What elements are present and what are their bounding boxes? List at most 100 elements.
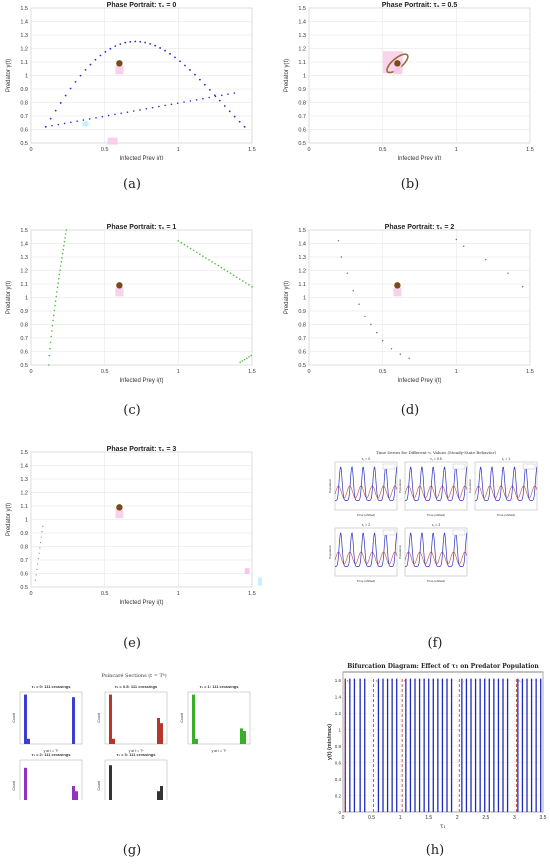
trajectory-point [65,229,68,231]
y-tick-label: 1.3 [20,33,28,39]
histogram-bar [72,697,75,744]
y-tick-label: 0.8 [20,101,28,107]
y-tick-label: 1.2 [20,491,28,497]
series-line-blue [335,465,398,501]
trajectory-point [485,259,487,261]
subplot-title: τ₁ = 0.5: 111 crossings [115,684,158,689]
trajectory-point [203,83,206,86]
x-tick-label: 1.5 [526,369,534,375]
y-tick-label: 0.4 [335,777,342,782]
trajectory [337,238,524,359]
highlight-marker [258,577,262,586]
trajectory-point [35,574,37,576]
x-tick-label: 0 [29,369,32,375]
poincare-subplot: τ₁ = 0.5: 111 crossings Count y at t = Tᵏ [97,684,168,753]
y-tick-label: 1 [338,728,341,733]
trajectory-point [195,251,198,254]
trajectory-point [233,115,236,118]
subplot-xlabel: y at t = Tᵏ [44,749,60,753]
subplot-ylabel: Count [97,781,101,790]
y-tick-label: 0.8 [20,323,28,329]
series-line-blue [405,465,468,501]
trajectory-point [54,304,56,307]
trajectory-point [189,69,191,71]
x-tick-label: 0.5 [101,369,109,375]
trajectory-point [52,314,55,317]
trajectory-point [64,236,66,239]
trajectory-point [194,73,196,76]
subplot-legend [382,463,396,470]
trajectory-point [59,269,61,271]
phase-portrait-d-plot: Phase Portrait: τ₁ = 2 0.5 0.6 0.7 0.8 0.9 1 1.… [284,224,534,384]
trajectory-point [226,270,229,273]
trajectory-point [48,354,51,357]
caption-a: (a) [123,177,141,192]
y-tick-label: 1.4 [298,242,306,248]
trajectory-point [63,244,65,247]
trajectory-point [239,361,242,364]
x-tick-label: 1 [177,591,180,597]
histogram-bar [160,723,163,744]
y-axis-label: Predator y(t) [6,503,12,536]
subplot-ylabel: Population [468,479,472,494]
x-tick-label: 1.5 [248,369,256,375]
y-axis-label: Predator y(t) [6,59,12,92]
x-axis-label: Infected Prey i(t) [119,600,163,606]
y-tick-label: 0.5 [298,141,306,147]
trajectory-point [195,99,198,101]
x-axis-label: Infected Prey i(t) [119,156,163,160]
phase-portrait-e-plot: Phase Portrait: τ₁ = 3 0.5 0.6 0.7 0.8 0.9 1 1.… [6,446,262,606]
trajectory-point [57,282,59,284]
trajectory-point [223,105,226,107]
y-tick-label: 1.3 [20,477,28,483]
x-tick-label: 0 [342,815,345,821]
plot-title: Phase Portrait: τ₁ = 0.5 [382,2,458,9]
trajectory-point [202,255,204,257]
delay-marker-label: τ₁ [461,679,464,683]
phase-portrait-b: Phase Portrait: τ₁ = 0.5 0.5 0.6 0.7 0.8 0.9 1… [278,0,550,200]
time-series-subplot: τ₁ = 2 Population Time (shifted) [328,523,398,583]
x-tick-label: 1 [455,369,458,375]
y-tick-label: 0.8 [335,744,342,749]
trajectory-point [507,272,509,274]
x-tick-label: 0.5 [101,147,109,153]
delay-marker-label: τ₁ [376,679,379,683]
caption-h: (h) [425,843,445,858]
equilibrium-point [394,282,401,289]
y-tick-label: 0.6 [298,128,306,134]
x-tick-label: 1.5 [425,815,432,821]
trajectory [34,525,262,586]
trajectory-point [95,117,97,119]
subplot-ylabel: Population [328,545,332,560]
trajectory-point [134,40,137,43]
y-tick-label: 1 [303,74,306,80]
subplot-area [19,759,83,800]
trajectory-point [208,259,210,261]
y-tick-label: 0.7 [20,336,28,342]
y-tick-label: 0.7 [20,114,28,120]
y-tick-label: 0.9 [20,309,28,315]
trajectory-point [340,256,343,258]
trajectory-point [358,303,360,305]
subplot-xlabel: Time (shifted) [427,513,445,517]
histogram-bar [109,765,112,800]
subplot-ylabel: Count [12,713,16,722]
trajectory-point [245,282,247,284]
x-tick-label: 3.5 [540,815,547,821]
x-tick-label: 0.5 [101,591,109,597]
trajectory-point [189,247,192,250]
trajectory-point [55,295,58,298]
y-tick-label: 0 [338,810,341,815]
trajectory-point [198,78,201,81]
trajectory-point [158,105,160,108]
trajectory-point [214,95,217,98]
time-series-panel: Time Series for Different τ₁ Values (Ste… [325,448,550,658]
trajectory-point [241,280,244,282]
histogram-bar [157,791,160,800]
trajectory-point [370,323,372,326]
trajectory-point [114,45,117,48]
trajectory-point [248,356,250,358]
subplot-legend [522,463,536,470]
histogram-bar [72,786,75,800]
trajectory-point [56,291,58,293]
